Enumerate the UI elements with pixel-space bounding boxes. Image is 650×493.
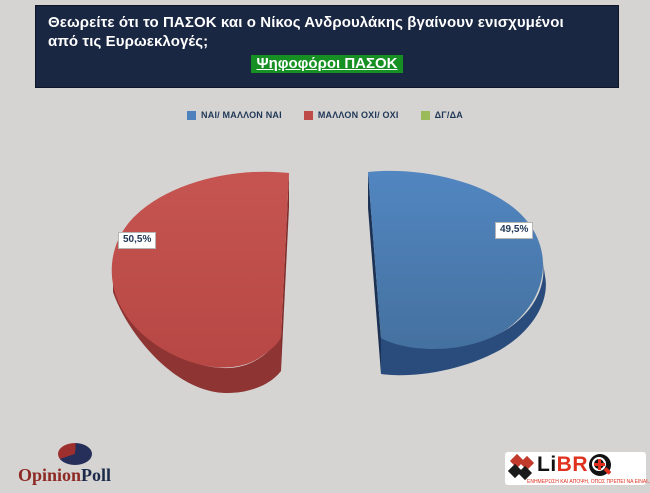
libre-word-li: Li	[537, 453, 557, 476]
pie-slice-red	[111, 171, 289, 394]
libre-tagline: ΕΝΗΜΕΡΩΣΗ ΚΑΙ ΑΠΟΨΗ, ΟΠΩΣ ΠΡΕΠΕΙ ΝΑ ΕΙΝΑ…	[527, 479, 650, 485]
opinionpoll-word-opinion: Opinion	[18, 465, 82, 485]
chart-legend: ΝΑΙ/ ΜΑΛΛΟΝ ΝΑΙ ΜΑΛΛΟΝ ΟΧΙ/ ΟΧΙ ΔΓ/ΔΑ	[0, 110, 650, 120]
legend-swatch-green-icon	[420, 110, 430, 120]
legend-item-no: ΜΑΛΛΟΝ ΟΧΙ/ ΟΧΙ	[303, 110, 399, 120]
legend-item-dk: ΔΓ/ΔΑ	[420, 110, 463, 120]
data-label-blue: 49,5%	[495, 222, 534, 239]
libre-magnifier-icon	[589, 454, 612, 476]
pie-slice-blue	[368, 170, 546, 376]
libre-word-br: BR	[556, 453, 589, 476]
subtitle-row: Ψηφοφόροι ΠΑΣΟΚ	[48, 54, 606, 73]
opinionpoll-ellipse-icon	[58, 443, 92, 465]
libre-logo: LiBR ΕΝΗΜΕΡΩΣΗ ΚΑΙ ΑΠΟΨΗ, ΟΠΩΣ ΠΡΕΠΕΙ ΝΑ…	[505, 452, 650, 485]
libre-wordmark: LiBR	[537, 454, 588, 476]
legend-label-dk: ΔΓ/ΔΑ	[434, 110, 463, 120]
legend-label-yes: ΝΑΙ/ ΜΑΛΛΟΝ ΝΑΙ	[201, 110, 282, 120]
libre-diamonds-icon	[507, 453, 535, 481]
legend-swatch-blue-icon	[187, 110, 197, 120]
header-banner: Θεωρείτε ότι το ΠΑΣΟΚ και ο Νίκος Ανδρου…	[35, 5, 619, 88]
legend-label-no: ΜΑΛΛΟΝ ΟΧΙ/ ΟΧΙ	[317, 110, 399, 120]
poll-question: Θεωρείτε ότι το ΠΑΣΟΚ και ο Νίκος Ανδρου…	[48, 14, 564, 50]
legend-item-yes: ΝΑΙ/ ΜΑΛΛΟΝ ΝΑΙ	[187, 110, 282, 120]
poll-subtitle: Ψηφοφόροι ΠΑΣΟΚ	[251, 54, 403, 73]
legend-swatch-red-icon	[303, 110, 313, 120]
opinionpoll-word-poll: Poll	[81, 465, 112, 485]
opinionpoll-logo: OpinionPoll	[18, 441, 148, 485]
data-label-red: 50,5%	[118, 232, 157, 249]
opinionpoll-wordmark: OpinionPoll	[18, 465, 111, 486]
